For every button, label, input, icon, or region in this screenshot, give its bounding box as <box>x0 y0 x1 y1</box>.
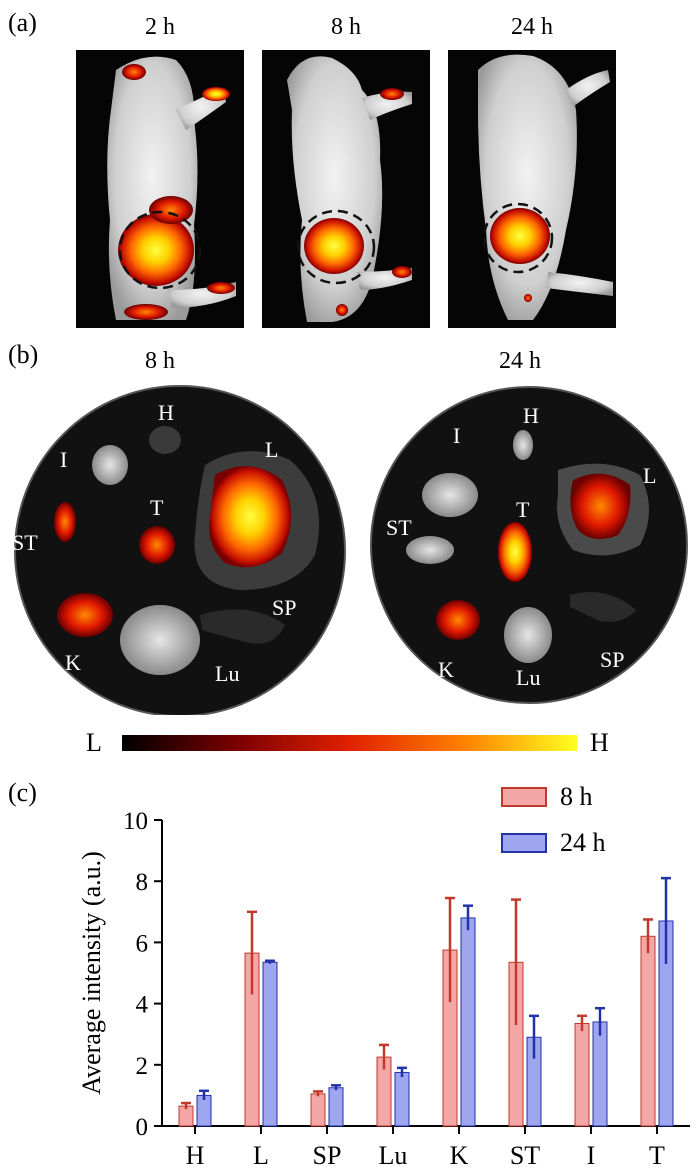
y-tick-label: 2 <box>136 1053 149 1080</box>
organ-label-H: H <box>158 400 174 425</box>
y-tick-label: 8 <box>136 869 149 896</box>
panel-a-time-2: 8 h <box>331 14 361 40</box>
panel-a-time-3: 24 h <box>511 14 553 40</box>
organ-label-L-24h: L <box>643 463 656 488</box>
bar-24h-I <box>592 1021 608 1127</box>
x-tick-label: H <box>186 1141 205 1170</box>
organ-label-T: T <box>150 495 164 520</box>
bar-8h-SP <box>310 1093 326 1127</box>
colorbar-low-label: L <box>86 728 102 757</box>
colorbar <box>122 735 577 751</box>
organ-label-Lu: Lu <box>215 661 239 686</box>
panel-b-time-2: 24 h <box>499 348 541 374</box>
legend-swatch-24h <box>501 833 547 853</box>
panel-b-label: (b) <box>8 340 39 369</box>
x-tick-label: T <box>649 1141 665 1170</box>
legend-label-8h: 8 h <box>560 782 593 811</box>
organ-dish-8h: H I L ST T K SP Lu <box>12 385 346 715</box>
organ-label-L: L <box>265 437 278 462</box>
mouse-image-2h <box>76 50 244 328</box>
y-tick-label: 0 <box>136 1114 149 1141</box>
x-tick-label: Lu <box>379 1141 408 1170</box>
x-tick-label: I <box>587 1141 596 1170</box>
y-tick-label: 10 <box>123 808 148 835</box>
bar-24h-K <box>460 917 476 1127</box>
bar-8h-I <box>574 1022 590 1127</box>
organ-label-SP: SP <box>272 595 296 620</box>
organ-label-ST: ST <box>12 530 38 555</box>
organ-label-I: I <box>60 447 67 472</box>
organ-label-T-24h: T <box>516 497 530 522</box>
x-tick-label: ST <box>510 1141 540 1170</box>
colorbar-high-label: H <box>590 728 609 757</box>
mouse-image-8h <box>262 50 430 328</box>
organ-label-SP-24h: SP <box>600 647 624 672</box>
organ-label-I-24h: I <box>453 423 460 448</box>
y-tick-label: 6 <box>136 930 149 957</box>
organ-label-Lu-24h: Lu <box>516 665 540 690</box>
bar-8h-T <box>640 935 656 1127</box>
bar-24h-L <box>262 961 278 1127</box>
panel-b-time-1: 8 h <box>145 348 175 374</box>
x-tick-label: L <box>253 1141 269 1170</box>
bar-chart: 0 2 4 6 8 10 Average intensity (a.u.) H L SP Lu K ST… <box>77 782 690 1170</box>
legend-label-24h: 24 h <box>560 828 606 857</box>
y-tick-label: 4 <box>136 992 149 1019</box>
organ-label-K-24h: K <box>438 657 454 682</box>
organ-dish-24h: H I L ST T K SP Lu <box>370 386 688 704</box>
panel-c-label: (c) <box>8 778 37 807</box>
bar-24h-SP <box>328 1087 344 1127</box>
mouse-image-24h <box>448 50 616 328</box>
panel-a-label: (a) <box>8 8 37 37</box>
x-tick-label: K <box>450 1141 469 1170</box>
organ-label-K: K <box>65 650 81 675</box>
organ-label-ST-24h: ST <box>386 515 412 540</box>
y-axis-label: Average intensity (a.u.) <box>77 851 106 1095</box>
x-tick-label: SP <box>313 1141 342 1170</box>
legend-swatch-8h <box>501 787 547 807</box>
panel-a-time-1: 2 h <box>145 14 175 40</box>
bar-24h-Lu <box>394 1071 410 1127</box>
organ-label-H-24h: H <box>523 403 539 428</box>
